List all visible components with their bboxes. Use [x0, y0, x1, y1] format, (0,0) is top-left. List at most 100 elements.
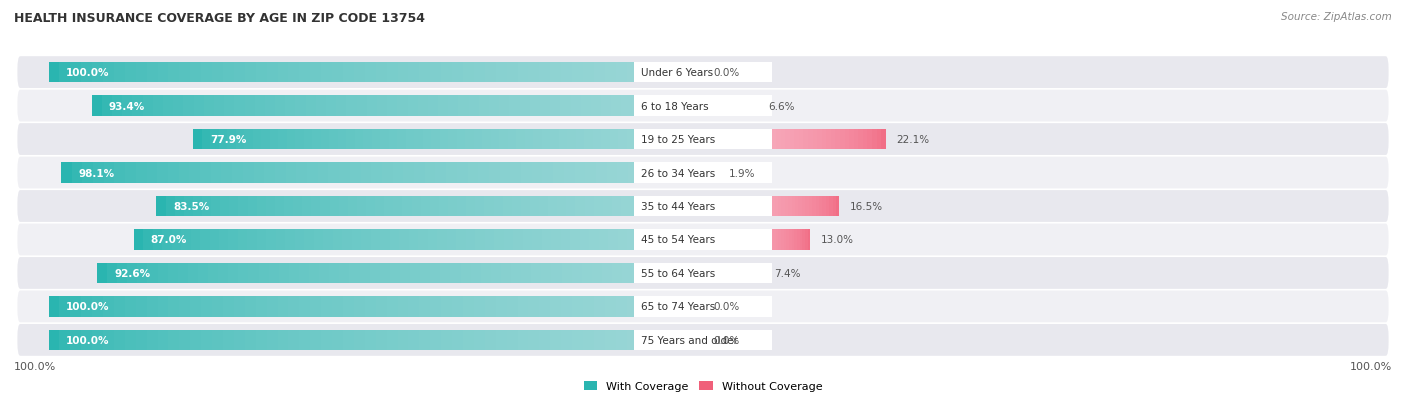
Bar	[593, 196, 603, 217]
Bar	[475, 196, 485, 217]
Bar	[142, 96, 153, 117]
Bar	[329, 163, 339, 183]
Bar	[163, 96, 173, 117]
Bar	[437, 230, 447, 250]
Bar	[463, 296, 474, 317]
Bar	[162, 230, 172, 250]
Bar	[375, 196, 384, 217]
Bar	[354, 330, 364, 350]
Bar	[607, 163, 617, 183]
Bar	[671, 296, 681, 317]
Bar	[143, 230, 153, 250]
Bar	[288, 63, 299, 83]
Bar	[262, 129, 270, 150]
Bar	[553, 163, 564, 183]
Bar	[735, 263, 737, 284]
Bar	[72, 163, 83, 183]
Bar	[849, 129, 853, 150]
Bar	[485, 196, 494, 217]
Bar	[734, 196, 737, 217]
Bar	[441, 63, 453, 83]
Bar	[550, 96, 561, 117]
Bar	[621, 96, 631, 117]
Bar	[172, 230, 181, 250]
Bar	[599, 230, 609, 250]
Bar	[173, 96, 183, 117]
Bar	[311, 196, 321, 217]
Bar	[703, 263, 704, 284]
Bar	[721, 129, 725, 150]
Bar	[475, 230, 485, 250]
Bar	[201, 330, 212, 350]
Bar	[333, 230, 343, 250]
Bar	[339, 163, 350, 183]
Bar	[114, 296, 125, 317]
Bar	[710, 263, 713, 284]
Bar	[267, 330, 277, 350]
Bar	[357, 96, 367, 117]
Bar	[815, 196, 818, 217]
Bar	[676, 196, 685, 217]
Bar	[180, 296, 190, 317]
Bar	[491, 129, 499, 150]
Bar	[200, 230, 209, 250]
Bar	[224, 63, 233, 83]
Bar	[592, 263, 602, 284]
Bar	[198, 263, 208, 284]
Text: 100.0%: 100.0%	[1350, 361, 1392, 371]
Bar	[259, 263, 269, 284]
Bar	[540, 330, 550, 350]
Bar	[278, 263, 288, 284]
Bar	[627, 296, 637, 317]
Bar	[48, 63, 59, 83]
Bar	[707, 129, 711, 150]
Bar	[733, 230, 735, 250]
Bar	[218, 263, 228, 284]
Bar	[229, 230, 238, 250]
Bar	[404, 163, 415, 183]
Bar	[831, 129, 835, 150]
Bar	[224, 330, 233, 350]
Bar	[717, 129, 721, 150]
Bar	[683, 263, 693, 284]
Bar	[468, 163, 478, 183]
Bar	[103, 63, 114, 83]
Bar	[93, 163, 104, 183]
Bar	[666, 196, 676, 217]
Bar	[644, 129, 652, 150]
Bar	[377, 96, 387, 117]
Bar	[531, 163, 543, 183]
Bar	[343, 230, 352, 250]
Text: Source: ZipAtlas.com: Source: ZipAtlas.com	[1281, 12, 1392, 22]
Bar	[616, 63, 627, 83]
Bar	[299, 330, 311, 350]
Bar	[423, 129, 432, 150]
Text: 22.1%: 22.1%	[896, 135, 929, 145]
Bar	[201, 129, 209, 150]
Bar	[561, 296, 572, 317]
Bar	[803, 129, 808, 150]
Bar	[558, 129, 567, 150]
Bar	[516, 129, 524, 150]
Bar	[794, 230, 797, 250]
Bar	[593, 296, 605, 317]
Bar	[389, 230, 399, 250]
Bar	[858, 129, 863, 150]
Bar	[530, 96, 540, 117]
Bar	[204, 96, 214, 117]
Text: 0.0%: 0.0%	[713, 335, 740, 345]
Bar	[713, 263, 714, 284]
Bar	[228, 263, 239, 284]
Bar	[467, 196, 475, 217]
Bar	[127, 263, 138, 284]
Bar	[214, 96, 224, 117]
Bar	[839, 129, 845, 150]
Bar	[485, 63, 496, 83]
Bar	[181, 230, 191, 250]
Bar	[776, 129, 780, 150]
Bar	[253, 129, 262, 150]
Bar	[716, 263, 717, 284]
Bar	[412, 196, 420, 217]
Bar	[610, 129, 619, 150]
Bar	[382, 163, 392, 183]
